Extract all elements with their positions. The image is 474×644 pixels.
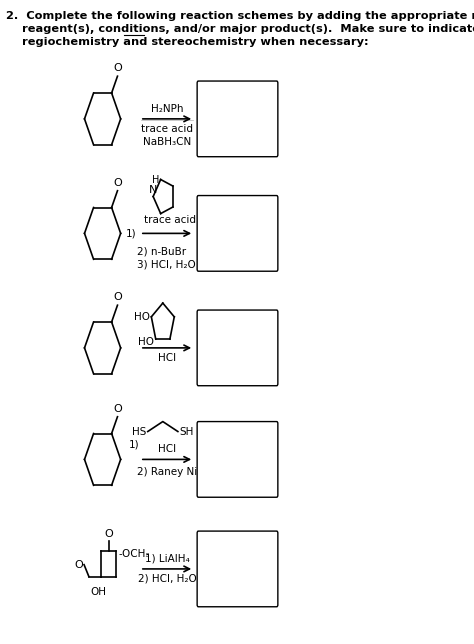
Text: N: N <box>149 185 157 194</box>
Text: H: H <box>153 175 160 185</box>
Text: O: O <box>104 529 113 539</box>
FancyBboxPatch shape <box>197 81 278 156</box>
Text: O: O <box>113 292 122 302</box>
FancyBboxPatch shape <box>197 531 278 607</box>
Text: 3) HCl, H₂O: 3) HCl, H₂O <box>137 260 196 269</box>
Text: reagent(s), conditions, and/or major product(s).  Make sure to indicate the prop: reagent(s), conditions, and/or major pro… <box>6 24 474 34</box>
Text: 2) n-BuBr: 2) n-BuBr <box>137 246 186 256</box>
Text: 1): 1) <box>129 439 140 450</box>
Text: OH: OH <box>91 587 107 596</box>
Text: HCl: HCl <box>158 444 176 455</box>
Text: HCl: HCl <box>158 353 176 363</box>
FancyBboxPatch shape <box>197 422 278 497</box>
Text: NaBH₃CN: NaBH₃CN <box>143 137 191 147</box>
Text: O: O <box>113 404 122 413</box>
Text: 1): 1) <box>126 229 137 238</box>
Text: H₂NPh: H₂NPh <box>151 104 183 114</box>
Text: 2) Raney Ni: 2) Raney Ni <box>137 468 197 477</box>
Text: O: O <box>113 178 122 187</box>
FancyBboxPatch shape <box>197 196 278 271</box>
Text: reagent(s), conditions, and/or: reagent(s), conditions, and/or <box>6 24 220 34</box>
Text: HS: HS <box>132 426 146 437</box>
Text: HO: HO <box>134 312 149 322</box>
Text: -OCH₃: -OCH₃ <box>118 549 150 559</box>
Text: SH: SH <box>179 426 193 437</box>
Text: O: O <box>74 560 83 570</box>
Text: 2.  Complete the following reaction schemes by adding the appropriate reactant(s: 2. Complete the following reaction schem… <box>6 12 474 21</box>
Text: 1) LiAlH₄: 1) LiAlH₄ <box>145 554 190 564</box>
Text: 2) HCl, H₂O: 2) HCl, H₂O <box>137 574 196 584</box>
Text: trace acid: trace acid <box>141 124 193 134</box>
Text: O: O <box>113 63 122 73</box>
Text: HO: HO <box>138 337 154 347</box>
Text: regiochemistry and stereochemistry when necessary:: regiochemistry and stereochemistry when … <box>6 37 369 47</box>
FancyBboxPatch shape <box>197 310 278 386</box>
Text: trace acid: trace acid <box>144 216 196 225</box>
